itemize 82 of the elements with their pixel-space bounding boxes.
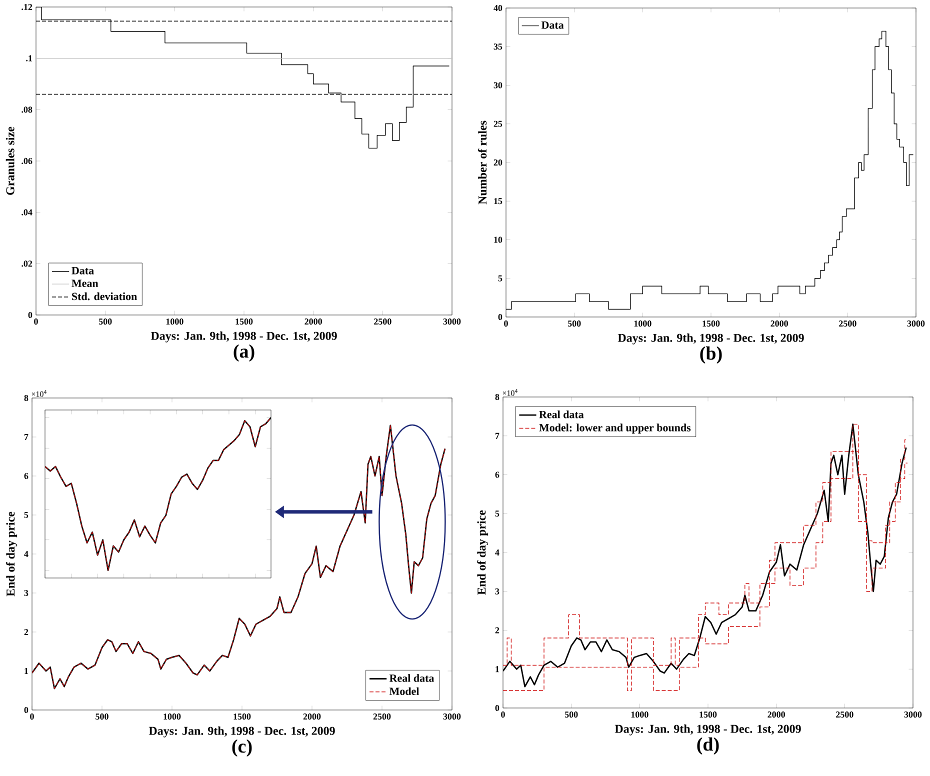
y-tick-label: 0	[24, 706, 28, 714]
text: ×10$^{4}$	[502, 388, 518, 396]
legend-label: Std. deviation	[72, 292, 137, 300]
y-tick-label: 0	[495, 704, 500, 712]
x-tick-label: 0	[504, 320, 508, 327]
y-tick-label: 4	[24, 551, 28, 557]
y-tick-label: 7	[24, 434, 28, 440]
x-axis-title: Days: Jan. 9th, 1998 - Dec. 1st, 2009	[148, 726, 335, 738]
y-tick-label: 8	[495, 394, 500, 400]
text: (c)	[232, 739, 252, 757]
y-tick-label: 0	[498, 314, 502, 320]
x-tick-label: 1000	[164, 714, 181, 720]
y-tick-label: .06	[22, 158, 32, 164]
x-tick-label: 1500	[236, 318, 253, 325]
y-tick-label: 0	[28, 312, 32, 318]
x-tick-label: 1000	[634, 320, 652, 327]
y-tick-label: 7	[495, 432, 500, 439]
x-axis-title: Days: Jan. 9th, 1998 - Dec. 1st, 2009	[614, 724, 801, 736]
legend-label: Data	[72, 267, 94, 274]
x-tick-label: 1000	[631, 712, 648, 718]
y-tick-label: .1	[26, 55, 32, 62]
x-tick-label: 3000	[907, 320, 925, 327]
x-tick-label: 1500	[702, 320, 720, 327]
y-tick-label: 4	[495, 550, 500, 556]
y-tick-label: 2	[24, 629, 28, 635]
x-tick-label: 3000	[443, 714, 461, 720]
x-tick-label: 2000	[770, 320, 788, 327]
text: ×10$^{4}$	[32, 390, 47, 397]
y-tick-label: 6	[495, 472, 500, 478]
legend-label: Mean	[72, 280, 98, 288]
y-tick-label: .02	[22, 260, 32, 267]
y-axis-title: End of day price	[477, 510, 488, 595]
x-tick-label: 2000	[768, 712, 785, 718]
legend-label: Real data	[389, 674, 434, 682]
y-tick-label: .08	[22, 106, 32, 113]
text: (d)	[697, 737, 719, 755]
y-tick-label: 3	[24, 590, 28, 596]
legend-label: Data	[541, 21, 564, 29]
x-tick-label: 500	[96, 714, 108, 720]
y-tick-label: 10	[494, 236, 502, 243]
y-tick-label: 5	[498, 275, 502, 282]
y-tick-label: .04	[22, 209, 32, 216]
y-tick-label: 20	[494, 159, 502, 166]
y-tick-label: 35	[494, 44, 502, 50]
x-tick-label: 2500	[374, 318, 392, 325]
legend-label: Model	[389, 687, 420, 696]
x-tick-label: 500	[564, 712, 578, 718]
x-tick-label: 1000	[166, 318, 184, 325]
y-tick-label: 2	[495, 627, 500, 634]
legend-label: Real data	[539, 410, 584, 418]
x-tick-label: 500	[98, 318, 112, 325]
x-tick-label: 1500	[234, 714, 251, 720]
y-tick-label: 5	[495, 510, 500, 517]
x-tick-label: 3000	[904, 712, 922, 718]
legend-label: Model: lower and upper bounds	[539, 424, 691, 434]
x-tick-label: 3000	[443, 318, 461, 325]
y-tick-label: 1	[24, 668, 28, 674]
y-tick-label: 5	[24, 512, 28, 518]
x-tick-label: 2000	[304, 318, 322, 325]
y-axis-title: Granules size	[6, 126, 14, 195]
x-axis-title: Days: Jan. 9th, 1998 - Dec. 1st, 2009	[618, 333, 804, 344]
x-tick-label: 2500	[836, 712, 854, 718]
y-tick-label: 30	[494, 82, 502, 88]
y-tick-label: 40	[494, 4, 502, 12]
x-tick-label: 500	[568, 320, 581, 327]
x-tick-label: 1500	[700, 712, 717, 718]
y-tick-label: 25	[494, 120, 502, 127]
y-tick-label: 15	[494, 198, 502, 204]
y-axis-title: End of day price	[6, 512, 18, 596]
text: (b)	[700, 346, 722, 364]
x-tick-label: 2500	[839, 320, 856, 327]
text: (a)	[234, 344, 254, 362]
x-tick-label: 2000	[303, 714, 321, 720]
y-tick-label: .12	[22, 4, 32, 10]
x-tick-label: 0	[34, 318, 38, 325]
y-tick-label: 8	[24, 394, 28, 402]
x-axis-title: Days: Jan. 9th, 1998 - Dec. 1st, 2009	[150, 331, 337, 342]
y-axis-title: Number of rules	[478, 120, 487, 204]
y-tick-label: 6	[24, 472, 28, 480]
y-tick-label: 1	[496, 666, 499, 672]
y-tick-label: 3	[495, 588, 500, 594]
x-tick-label: 2500	[373, 714, 391, 720]
